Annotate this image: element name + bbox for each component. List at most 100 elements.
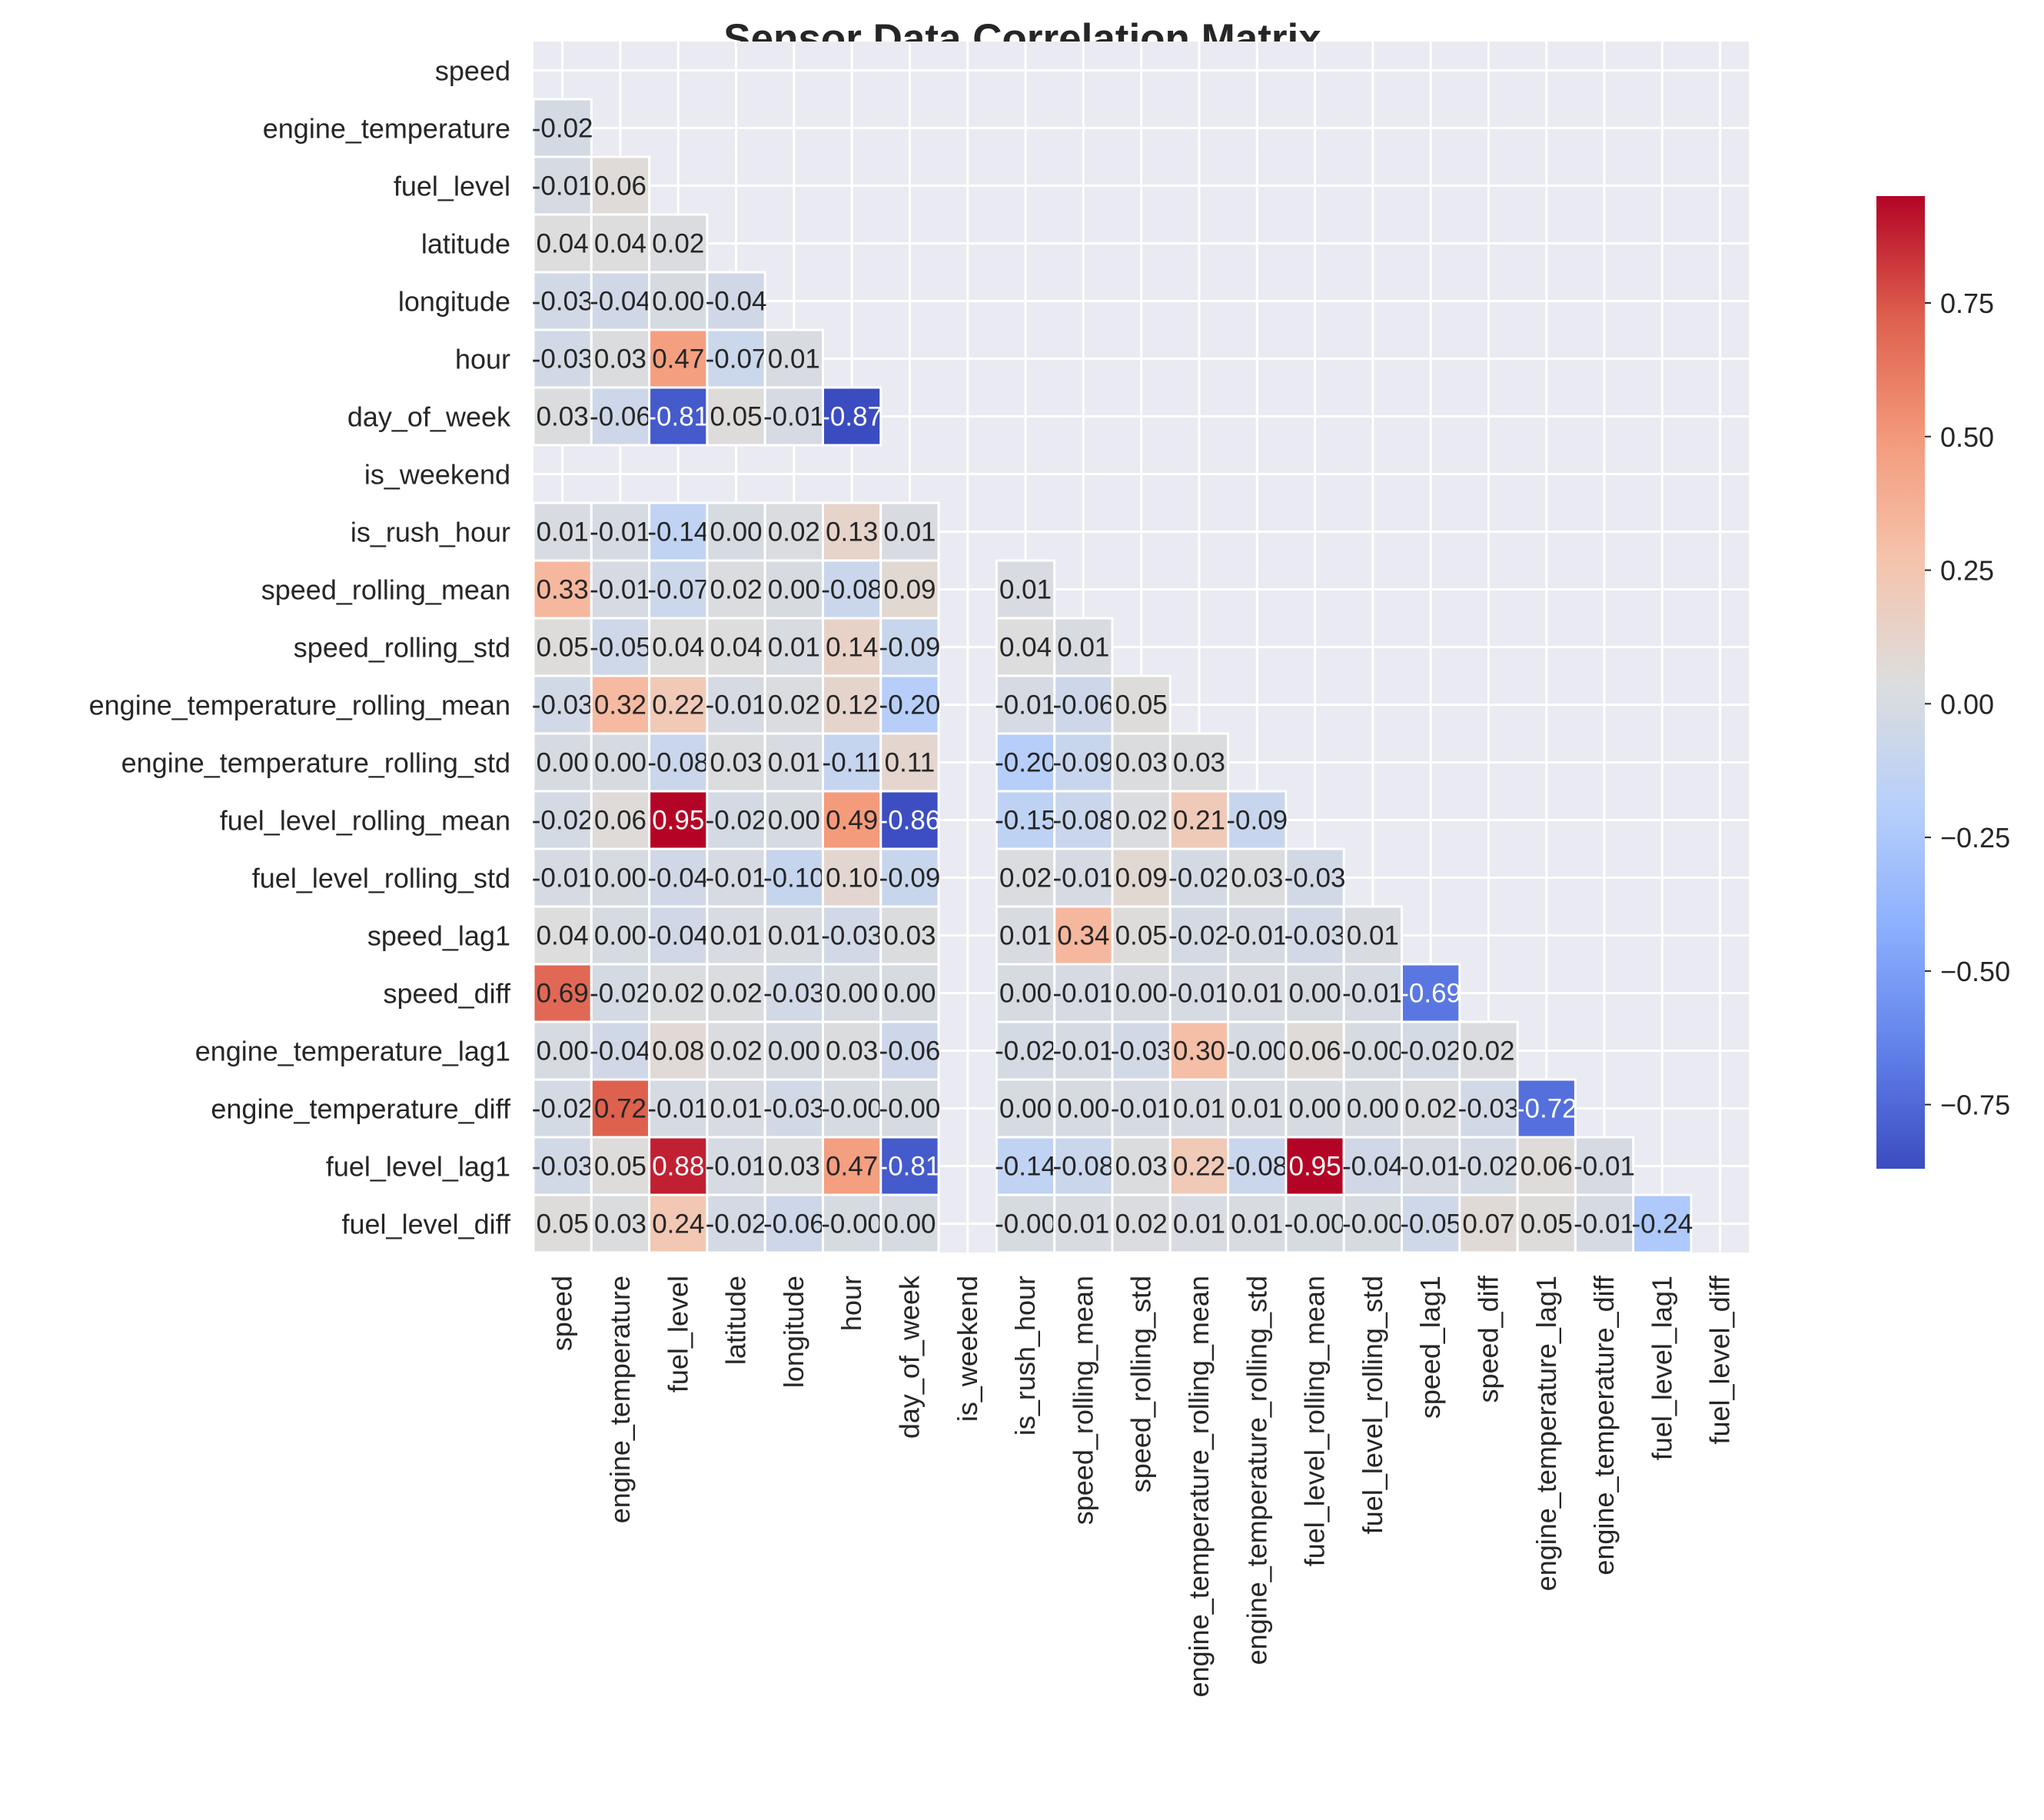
cell-value-label: 0.02 <box>1462 1036 1514 1066</box>
cell-value-label: 0.01 <box>768 633 820 663</box>
heatmap-cell <box>763 328 825 389</box>
heatmap-cell <box>879 847 940 908</box>
cell-value-label: -0.00 <box>995 1209 1056 1239</box>
cell-value-label: -0.03 <box>1285 921 1346 951</box>
cell-value-label: 0.10 <box>826 863 878 893</box>
cell-value-label: 0.04 <box>999 633 1052 663</box>
heatmap-cell <box>879 674 940 735</box>
heatmap-cell <box>1458 1193 1519 1254</box>
heatmap-cell <box>532 1020 593 1081</box>
cell-value-label: 0.00 <box>1347 1094 1399 1124</box>
row-label: engine_temperature <box>263 113 510 145</box>
cell-value-label: 0.00 <box>594 748 646 778</box>
cell-value-label: -0.81 <box>879 1152 941 1182</box>
row-label: is_weekend <box>364 459 510 491</box>
row-labels: speed engine_temperature fuel_levellatitud… <box>89 55 511 1240</box>
column-label: engine_temperature <box>604 1276 636 1523</box>
cell-value-label: 0.01 <box>1057 633 1109 663</box>
cell-value-label: -0.02 <box>995 1036 1056 1066</box>
cell-value-label: 0.01 <box>1173 1209 1225 1239</box>
cell-value-label: -0.03 <box>1111 1036 1172 1066</box>
cell-value-label: 0.02 <box>710 979 762 1009</box>
cell-value-label: 0.14 <box>826 633 878 663</box>
colorbar-tick-label: −0.25 <box>1940 822 2010 853</box>
heatmap-cell <box>879 790 940 850</box>
heatmap-cell <box>706 328 766 389</box>
cell-value-label: 0.01 <box>999 921 1052 951</box>
heatmap-cell <box>1168 963 1230 1023</box>
heatmap-cell <box>822 559 882 620</box>
cell-value-label: -0.01 <box>590 517 651 547</box>
cell-value-label: 0.12 <box>826 690 878 720</box>
heatmap-cell <box>648 905 709 966</box>
cell-value-label: -0.03 <box>532 344 593 374</box>
cell-value-label: -0.01 <box>995 690 1056 720</box>
heatmap-cell <box>1342 905 1403 966</box>
cell-value-label: -0.06 <box>879 1036 941 1066</box>
heatmap-cell <box>590 1078 651 1139</box>
row-label: speed_rolling_std <box>294 632 510 664</box>
heatmap-cell <box>1516 1136 1577 1196</box>
column-label: hour <box>836 1276 867 1331</box>
cell-value-label: 0.03 <box>594 1209 646 1239</box>
cell-value-label: 0.00 <box>537 748 589 778</box>
heatmap-cell <box>706 1193 766 1254</box>
cell-value-label: 0.22 <box>1173 1152 1225 1182</box>
cell-value-label: -0.00 <box>879 1094 941 1124</box>
row-label: hour <box>455 344 510 375</box>
cell-value-label: -0.08 <box>1052 806 1114 836</box>
heatmap-cell <box>532 1193 593 1254</box>
cell-value-label: -0.01 <box>532 171 593 201</box>
cell-value-label: 0.04 <box>594 229 646 259</box>
heatmap-cell <box>822 1193 882 1254</box>
cell-value-label: 0.02 <box>768 517 820 547</box>
cell-value-label: 0.04 <box>652 633 704 663</box>
cell-value-label: -0.03 <box>532 690 593 720</box>
cell-value-label: -0.04 <box>647 863 709 893</box>
cell-value-label: 0.11 <box>885 748 936 778</box>
colorbar <box>1876 196 1925 1169</box>
heatmap-cell <box>995 847 1056 908</box>
cell-value-label: 0.02 <box>1404 1094 1457 1124</box>
cell-value-label: 0.01 <box>768 921 820 951</box>
cell-value-label: -0.06 <box>1052 690 1114 720</box>
cell-value-label: -0.03 <box>532 287 593 317</box>
cell-value-label: -0.04 <box>1342 1152 1404 1182</box>
cell-value-label: -0.00 <box>821 1209 882 1239</box>
cell-value-label: -0.01 <box>1226 921 1288 951</box>
colorbar-tick-label: 0.25 <box>1940 555 1994 587</box>
cell-value-label: -0.01 <box>1400 1152 1461 1182</box>
cell-value-label: 0.00 <box>883 1209 936 1239</box>
column-label: engine_temperature_lag1 <box>1531 1276 1562 1591</box>
cell-value-label: 0.72 <box>594 1094 646 1124</box>
cell-value-label: -0.00 <box>1285 1209 1346 1239</box>
row-label: fuel_level_diff <box>342 1209 511 1240</box>
cell-value-label: 0.03 <box>826 1036 878 1066</box>
cell-value-label: -0.07 <box>706 344 767 374</box>
heatmap-cell <box>1111 790 1172 850</box>
cell-value-label: 0.03 <box>537 402 589 432</box>
heatmap-cell <box>1285 847 1345 908</box>
cell-value-label: 0.00 <box>768 575 820 605</box>
heatmap-cell <box>995 1020 1056 1081</box>
column-label: fuel_level <box>662 1276 693 1392</box>
cell-value-label: 0.00 <box>652 287 704 317</box>
heatmap-cell <box>1342 1020 1403 1081</box>
cell-value-label: -0.00 <box>821 1094 882 1124</box>
cell-value-label: -0.01 <box>1574 1152 1635 1182</box>
cell-value-label: 0.01 <box>1347 921 1399 951</box>
heatmap-cell <box>706 386 766 447</box>
cell-value-label: 0.06 <box>594 171 646 201</box>
column-label: speed_rolling_std <box>1125 1276 1157 1492</box>
cell-value-label: -0.06 <box>763 1209 825 1239</box>
cell-value-label: -0.86 <box>879 806 941 836</box>
heatmap-cell <box>1285 963 1345 1023</box>
cell-value-label: 0.05 <box>594 1152 646 1182</box>
cell-value-label: 0.03 <box>1231 863 1283 893</box>
row-label: speed <box>435 55 510 87</box>
heatmap-cell <box>1168 1020 1230 1081</box>
cell-value-label: 0.05 <box>1115 921 1168 951</box>
heatmap-cell <box>532 617 593 677</box>
cell-value-label: -0.09 <box>1052 748 1114 778</box>
cell-value-label: 0.00 <box>594 921 646 951</box>
